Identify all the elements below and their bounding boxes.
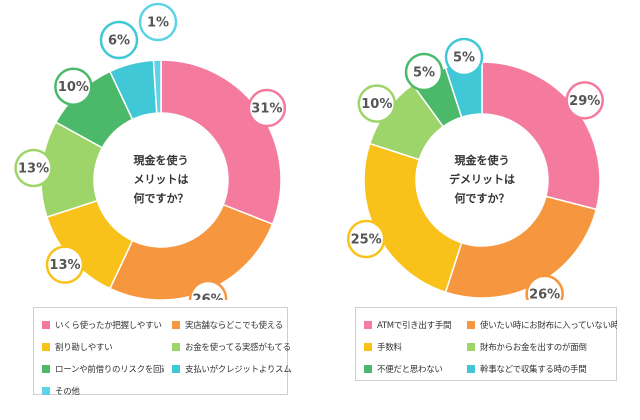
demerit-legend-item-6: 幹事などで収集する時の手間 (467, 360, 617, 378)
merit-label-3: 13% (45, 245, 85, 284)
merit-legend-item-6: 支払いがクレジットよりスムーズ (172, 360, 292, 378)
merit-legend-swatch-5 (42, 365, 50, 373)
demerit-label-3: 25% (346, 219, 386, 259)
demerit-center-text-line-1: 現金を使う (455, 153, 510, 167)
demerit-label-2: 26% (525, 274, 564, 300)
merit-label-text-3: 13% (49, 258, 80, 273)
demerit-legend-label-5: 不便だと思わない (377, 365, 443, 375)
demerit-label-text-2: 26% (529, 287, 560, 300)
merit-legend: いくら使ったか把握しやすい 実店舗ならどこでも使える割り勘しやすい お金を使ってる実… (33, 307, 292, 397)
merit-label-text-6: 6% (108, 34, 130, 49)
merit-label-text-5: 10% (58, 80, 89, 95)
merit-legend-item-3: 割り勘しやすい (42, 338, 164, 356)
merit-label-6: 6% (99, 20, 139, 60)
demerit-center-text-line-3: 何ですか？ (455, 191, 510, 205)
demerit-legend-swatch-3 (364, 343, 372, 351)
demerit-legend-item-3: 手数料 (364, 338, 459, 356)
merit-label-text-1: 31% (251, 102, 282, 117)
demerit-label-5: 5% (404, 52, 444, 92)
merit-legend-swatch-1 (42, 321, 50, 329)
demerit-legend-item-2: 使いたい時にお財布に入っていない時 (467, 316, 617, 334)
demerit-chart-panel: 29% 26% 25% 10% 5% 5% 現金を使うデメリットは 何ですか？ ATMで引き出… (320, 0, 640, 420)
merit-legend-item-4: お金を使ってる実感がもてる (172, 338, 292, 356)
merit-legend-swatch-3 (42, 343, 50, 351)
merit-label-text-2: 26% (193, 293, 224, 300)
merit-legend-label-1: いくら使ったか把握しやすい (55, 321, 162, 331)
demerit-label-1: 29% (565, 81, 604, 120)
merit-center-text-line-2: メリットは (134, 173, 189, 186)
demerit-label-4: 10% (357, 84, 397, 123)
merit-legend-item-5: ローンや前借りのリスクを回避できる (42, 360, 164, 378)
merit-label-text-4: 13% (18, 161, 49, 176)
demerit-legend-item-4: 財布からお金を出すのが面倒 (467, 338, 617, 356)
demerit-legend-item-5: 不便だと思わない (364, 360, 459, 378)
merit-legend-swatch-6 (172, 365, 180, 373)
demerit-label-text-3: 25% (351, 233, 382, 248)
demerit-legend-swatch-2 (467, 321, 475, 329)
merit-legend-label-6: 支払いがクレジットよりスムーズ (185, 365, 292, 375)
demerit-label-text-5: 5% (413, 66, 435, 81)
merit-legend-label-5: ローンや前借りのリスクを回避できる (55, 365, 164, 375)
demerit-legend-swatch-5 (364, 365, 372, 373)
merit-label-7: 1% (138, 2, 178, 42)
demerit-legend-label-3: 手数料 (377, 343, 402, 353)
merit-label-5: 10% (54, 67, 93, 106)
merit-legend-item-1: いくら使ったか把握しやすい (42, 316, 164, 334)
merit-legend-label-4: お金を使ってる実感がもてる (185, 343, 291, 353)
demerit-donut-hole (416, 114, 548, 246)
demerit-legend-swatch-6 (467, 365, 475, 373)
merit-label-4: 13% (14, 148, 53, 188)
demerit-label-6: 5% (444, 37, 484, 77)
merit-center-text-line-1: 現金を使う (134, 153, 189, 167)
demerit-legend-item-1: ATMで引き出す手間 (364, 316, 459, 334)
demerit-label-text-6: 5% (453, 51, 475, 66)
demerit-label-text-1: 29% (569, 94, 600, 109)
merit-label-1: 31% (247, 88, 287, 128)
merit-label-2: 26% (188, 279, 228, 300)
demerit-label-text-4: 10% (361, 97, 392, 112)
merit-legend-label-3: 割り勘しやすい (55, 343, 113, 353)
merit-legend-label-2: 実店舗ならどこでも使える (185, 321, 283, 331)
merit-donut-hole (94, 113, 228, 247)
merit-label-text-7: 1% (147, 16, 169, 31)
demerit-legend-label-6: 幹事などで収集する時の手間 (480, 365, 587, 375)
merit-legend-swatch-4 (172, 343, 180, 351)
merit-legend-swatch-2 (172, 321, 180, 329)
demerit-legend-label-2: 使いたい時にお財布に入っていない時 (480, 321, 617, 331)
merit-legend-label-7: その他 (55, 387, 80, 397)
demerit-center-text-line-2: デメリットは (449, 172, 515, 186)
demerit-legend: ATMで引き出す手間 使いたい時にお財布に入っていない時手数料 財布からお金を出すの… (355, 307, 617, 381)
merit-legend-item-2: 実店舗ならどこでも使える (172, 316, 292, 334)
demerit-legend-swatch-4 (467, 343, 475, 351)
merit-center-text-line-3: 何ですか？ (134, 191, 189, 205)
demerit-legend-label-1: ATMで引き出す手間 (377, 321, 452, 331)
merit-legend-item-7: その他 (42, 382, 164, 400)
demerit-legend-swatch-1 (364, 321, 372, 329)
demerit-legend-label-4: 財布からお金を出すのが面倒 (480, 343, 587, 353)
merit-legend-swatch-7 (42, 387, 50, 395)
